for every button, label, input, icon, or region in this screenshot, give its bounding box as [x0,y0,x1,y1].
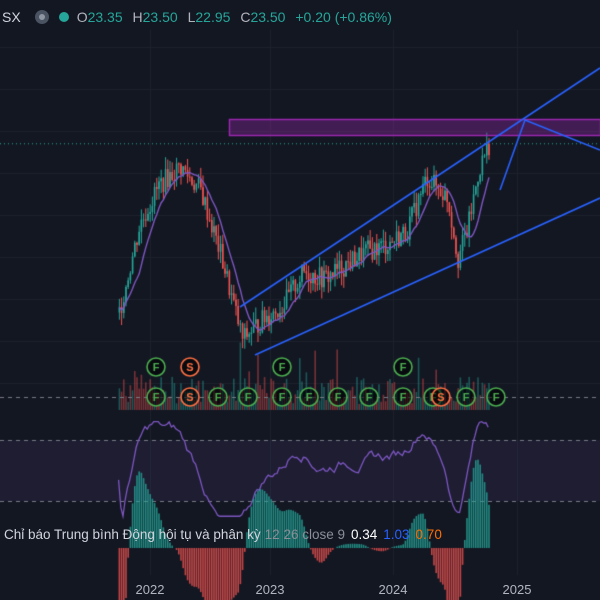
open-label: O [76,9,88,25]
symbol-label[interactable]: SX [2,9,21,25]
macd-legend[interactable]: Chỉ báo Trung bình Động hội tụ và phân k… [4,527,442,542]
chart-header: SX O23.35 H23.50 L22.95 C23.50 +0.20 (+0… [0,6,398,28]
low-value: 22.95 [195,9,231,25]
x-axis-label-2025: 2025 [502,582,532,597]
settings-dot-icon[interactable] [34,10,49,24]
open-value: 23.35 [87,9,123,25]
x-axis-label-2023: 2023 [255,582,285,597]
close-value: 23.50 [250,9,286,25]
close-label: C [240,9,251,25]
low-label: L [187,9,196,25]
ohlc-values: O23.35 H23.50 L22.95 C23.50 +0.20 (+0.86… [77,9,398,25]
high-label: H [132,9,143,25]
x-axis-label-2024: 2024 [378,582,408,597]
macd-params: 12 26 close 9 [264,527,345,542]
macd-indicator-name: Chỉ báo Trung bình Động hội tụ và phân k… [4,527,261,542]
macd-hist-value: 0.34 [350,527,378,542]
macd-line-value: 1.03 [383,527,410,542]
macd-signal-value: 0.70 [415,527,442,542]
high-value: 23.50 [142,9,178,25]
market-status-icon [58,12,69,22]
change-value: +0.20 (+0.86%) [295,9,392,25]
x-axis-label-2022: 2022 [135,582,165,597]
